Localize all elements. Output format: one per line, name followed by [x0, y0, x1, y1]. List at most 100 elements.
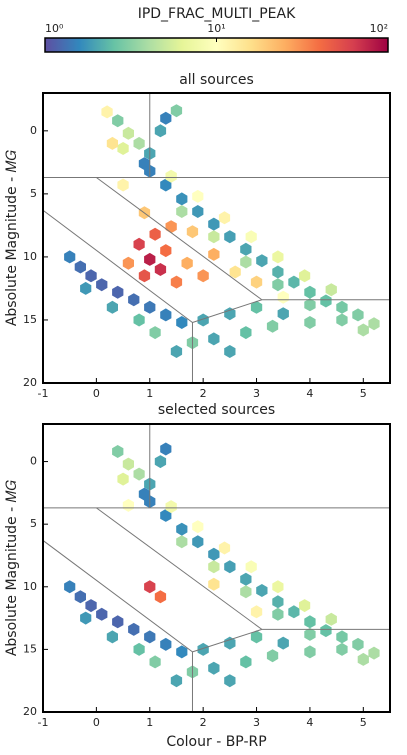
hex-cell: [192, 205, 204, 218]
x-tick-label: 2: [200, 716, 207, 729]
hex-cell: [272, 607, 284, 621]
hex-cell: [106, 630, 118, 644]
hex-cell: [208, 247, 220, 261]
hex-cell: [160, 244, 172, 258]
hex-cell: [112, 114, 124, 128]
hex-cell: [266, 319, 279, 333]
hex-cell: [325, 612, 337, 626]
hex-cell: [144, 300, 156, 314]
hex-cell: [176, 522, 188, 536]
hex-cell: [240, 255, 252, 269]
hex-cell: [197, 269, 209, 283]
hex-cell: [192, 189, 204, 203]
hex-cell: [144, 580, 156, 594]
hex-cell: [272, 250, 284, 264]
hex-cell: [176, 535, 188, 549]
hex-cell: [224, 674, 236, 688]
hex-cell: [336, 642, 348, 656]
hex-cell: [85, 269, 97, 283]
hex-cell: [250, 275, 263, 289]
hex-cell: [250, 605, 263, 619]
hex-cell: [240, 242, 252, 256]
hex-cell: [160, 637, 172, 651]
hex-cell: [224, 345, 236, 358]
hex-cell: [192, 520, 204, 534]
hex-cell: [170, 674, 183, 688]
hex-cell: [112, 285, 124, 299]
x-tick-label: 5: [360, 716, 367, 729]
hex-cell: [224, 230, 236, 244]
hex-cell: [272, 580, 284, 594]
hex-cell: [165, 169, 177, 183]
region-line: [43, 540, 193, 653]
colorbar-tick-label: 10²: [370, 22, 388, 35]
hex-cell: [336, 313, 348, 327]
hex-cell: [320, 624, 332, 638]
hex-cell: [128, 622, 140, 636]
hex-cell: [266, 649, 279, 663]
plot-area: [43, 93, 390, 383]
hex-cell: [208, 560, 220, 574]
hex-cell: [368, 317, 380, 331]
hex-cell: [133, 237, 145, 251]
hex-cell: [229, 265, 241, 279]
panel-title: all sources: [179, 72, 254, 88]
hex-cell: [106, 136, 118, 150]
hex-cell: [304, 298, 316, 312]
hex-cell: [176, 316, 188, 329]
y-tick-label: 5: [30, 517, 37, 530]
hex-cell: [218, 211, 231, 225]
hex-cell: [176, 205, 188, 218]
x-tick-label: 3: [253, 387, 260, 400]
hex-cell: [224, 307, 236, 321]
hex-cell: [170, 345, 183, 358]
hex-cell: [133, 642, 145, 656]
hex-cell: [256, 254, 268, 268]
hex-cell: [208, 547, 220, 561]
hex-cell: [336, 630, 348, 644]
y-axis-label: Absolute Magnitude - 𝑀𝐺: [4, 150, 20, 327]
hex-cell: [240, 326, 252, 340]
hex-cell: [299, 599, 311, 613]
hex-cell: [165, 500, 177, 514]
hex-cell: [74, 590, 86, 604]
region-line: [192, 299, 263, 323]
hex-cell: [160, 508, 172, 522]
x-tick-label: -1: [38, 716, 49, 729]
hex-cell: [208, 661, 220, 675]
hex-cell: [64, 250, 76, 264]
hex-cell: [224, 560, 236, 574]
hex-cell: [368, 646, 380, 660]
hex-cell: [74, 260, 86, 274]
hex-cell: [149, 227, 161, 241]
x-tick-label: 0: [93, 387, 100, 400]
y-tick-label: 0: [30, 124, 37, 137]
hex-cell: [304, 627, 316, 641]
hex-cell: [288, 605, 300, 619]
y-tick-label: 10: [23, 580, 37, 593]
hex-cell: [133, 313, 145, 327]
y-axis-label: Absolute Magnitude - 𝑀𝐺: [4, 480, 20, 657]
hex-cell: [277, 636, 289, 650]
hex-cell: [240, 585, 252, 599]
hex-cell: [288, 275, 300, 289]
hex-cell: [112, 615, 124, 629]
hex-cell: [240, 572, 252, 586]
hex-cell: [112, 445, 124, 458]
hex-cell: [357, 652, 369, 666]
panel-title: selected sources: [158, 402, 275, 418]
hex-cell: [352, 308, 364, 322]
hex-cell: [250, 300, 263, 314]
colorbar-tick-label: 10⁰: [45, 22, 64, 35]
y-tick-label: 0: [30, 455, 37, 468]
hex-cell: [133, 467, 145, 481]
y-tick-label: 5: [30, 187, 37, 200]
hex-cell: [336, 300, 348, 314]
hex-cell: [117, 142, 129, 155]
frame: [42, 92, 391, 384]
x-tick-label: 0: [93, 716, 100, 729]
hex-cell: [277, 307, 289, 321]
y-tick-label: 10: [23, 250, 37, 263]
hex-cell: [352, 637, 364, 651]
